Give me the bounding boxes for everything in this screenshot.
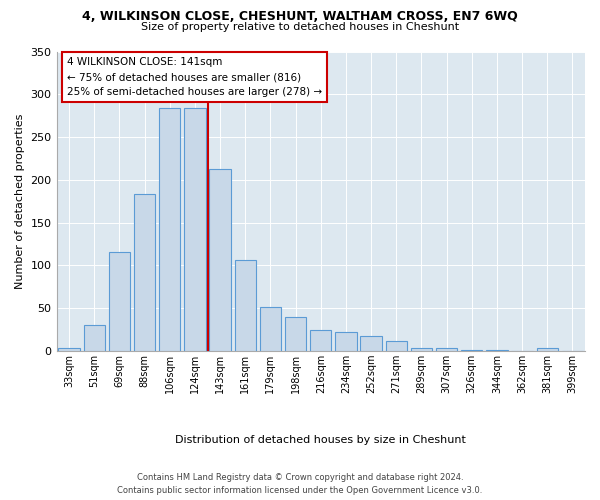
Bar [109, 252, 130, 351]
Text: 4, WILKINSON CLOSE, CHESHUNT, WALTHAM CROSS, EN7 6WQ: 4, WILKINSON CLOSE, CHESHUNT, WALTHAM CR… [82, 10, 518, 23]
X-axis label: Distribution of detached houses by size in Cheshunt: Distribution of detached houses by size … [175, 435, 466, 445]
Bar [411, 348, 432, 351]
Bar [285, 317, 307, 351]
Bar [184, 108, 206, 351]
Bar [461, 350, 482, 351]
Bar [235, 260, 256, 351]
Bar [209, 169, 231, 351]
Bar [335, 332, 356, 351]
Bar [134, 194, 155, 351]
Bar [486, 350, 508, 351]
Bar [159, 108, 181, 351]
Bar [83, 326, 105, 351]
Bar [386, 341, 407, 351]
Y-axis label: Number of detached properties: Number of detached properties [15, 114, 25, 289]
Text: Size of property relative to detached houses in Cheshunt: Size of property relative to detached ho… [141, 22, 459, 32]
Bar [361, 336, 382, 351]
Bar [536, 348, 558, 351]
Bar [58, 348, 80, 351]
Text: Contains HM Land Registry data © Crown copyright and database right 2024.
Contai: Contains HM Land Registry data © Crown c… [118, 474, 482, 495]
Bar [260, 308, 281, 351]
Bar [436, 348, 457, 351]
Text: 4 WILKINSON CLOSE: 141sqm
← 75% of detached houses are smaller (816)
25% of semi: 4 WILKINSON CLOSE: 141sqm ← 75% of detac… [67, 58, 322, 97]
Bar [310, 330, 331, 351]
